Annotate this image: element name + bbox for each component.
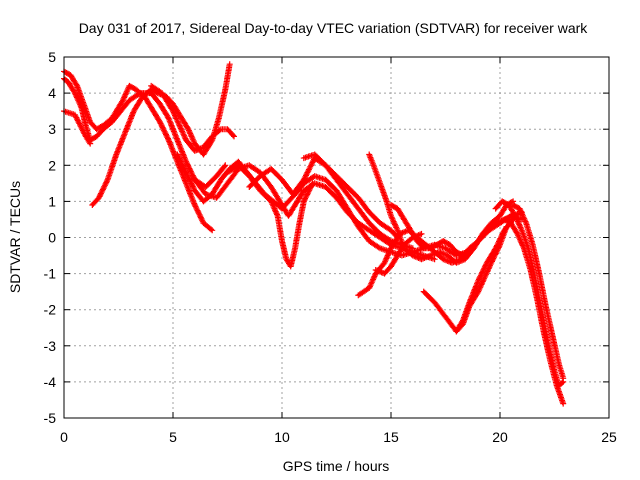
y-tick-label: -3 bbox=[44, 338, 57, 354]
data-series-arc-8 bbox=[224, 162, 316, 270]
x-tick-label: 20 bbox=[492, 429, 508, 445]
data-series-arc-6 bbox=[174, 151, 525, 259]
y-tick-label: 5 bbox=[48, 49, 56, 65]
chart-title: Day 031 of 2017, Sidereal Day-to-day VTE… bbox=[79, 20, 589, 36]
y-tick-label: -4 bbox=[44, 374, 57, 390]
x-tick-label: 0 bbox=[60, 429, 68, 445]
y-tick-label: 4 bbox=[48, 85, 56, 101]
y-tick-label: 1 bbox=[48, 193, 56, 209]
y-tick-label: -2 bbox=[44, 302, 57, 318]
axis-ticks: 0 5 10 15 20 25 -5 -4 -3 -2 -1 0 1 2 3 4 5 bbox=[44, 49, 617, 445]
y-tick-label: -1 bbox=[44, 266, 57, 282]
data-point-markers bbox=[148, 82, 237, 154]
y-tick-label: 2 bbox=[48, 157, 56, 173]
data-layer bbox=[61, 61, 567, 407]
y-tick-label: 3 bbox=[48, 121, 56, 137]
x-tick-label: 5 bbox=[169, 429, 177, 445]
data-point-markers bbox=[510, 202, 567, 382]
data-series-arc-5 bbox=[148, 82, 237, 154]
data-point-markers bbox=[174, 151, 525, 259]
x-tick-label: 10 bbox=[274, 429, 290, 445]
x-tick-label: 15 bbox=[383, 429, 399, 445]
x-axis-label: GPS time / hours bbox=[283, 458, 390, 474]
data-point-markers bbox=[453, 216, 517, 335]
y-tick-label: 0 bbox=[48, 230, 56, 246]
data-series-arc-18 bbox=[501, 216, 567, 407]
data-point-markers bbox=[501, 216, 567, 407]
y-axis-label: SDTVAR / TECUs bbox=[7, 181, 23, 293]
x-tick-label: 25 bbox=[601, 429, 617, 445]
data-point-markers bbox=[224, 162, 316, 270]
grid-lines bbox=[64, 57, 609, 418]
data-series-arc-19 bbox=[510, 202, 567, 382]
data-series-arc-16 bbox=[453, 216, 517, 335]
y-tick-label: -5 bbox=[44, 410, 57, 426]
